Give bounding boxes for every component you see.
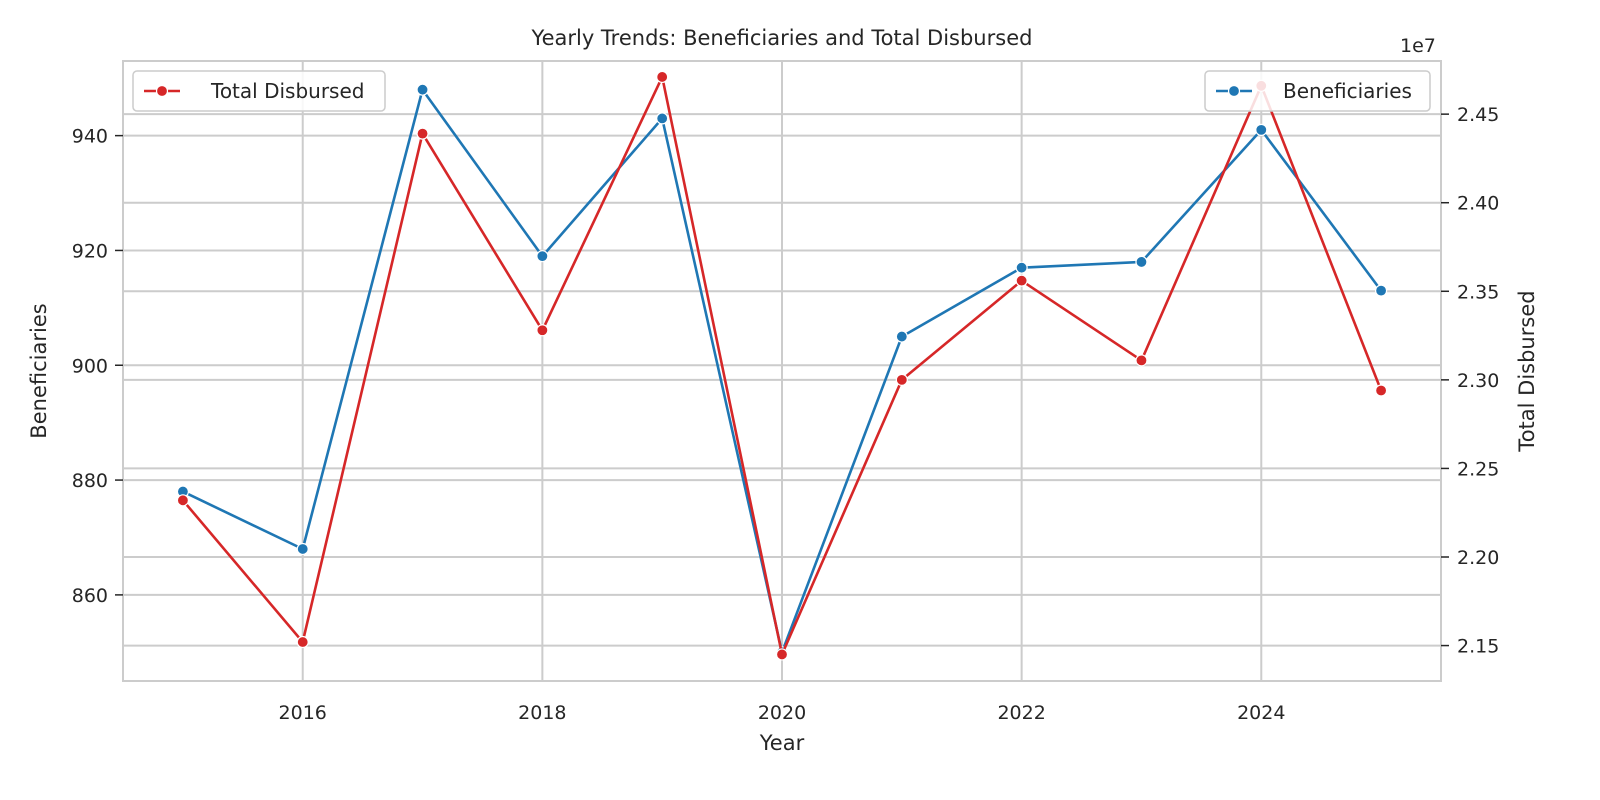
legend-box <box>132 70 386 112</box>
legend-total-disbursed: Total Disbursed <box>132 70 386 112</box>
legend-marker <box>155 84 169 98</box>
plot-frame <box>122 60 1442 682</box>
y-left-tick-label: 860 <box>72 585 108 607</box>
y-right-tick-label: 2.35 <box>1457 281 1499 303</box>
y-axis-right-label: Total Disbursed <box>1515 290 1539 452</box>
y-left-tick-label: 900 <box>72 355 108 377</box>
chart-title: Yearly Trends: Beneficiaries and Total D… <box>531 26 1033 50</box>
data-point-beneficiaries <box>1135 255 1148 269</box>
data-point-total-disbursed <box>895 373 908 386</box>
data-point-total-disbursed <box>536 324 549 337</box>
x-tick-label: 2020 <box>758 702 806 724</box>
data-point-beneficiaries <box>1015 261 1028 274</box>
data-point-total-disbursed <box>416 127 429 140</box>
series-layer <box>176 70 1388 661</box>
data-point-total-disbursed <box>1374 384 1388 397</box>
y-right-tick-label: 2.20 <box>1457 547 1499 569</box>
data-point-beneficiaries <box>1374 284 1388 297</box>
x-axis-label: Year <box>759 731 805 755</box>
y-right-tick-label: 2.25 <box>1457 458 1499 480</box>
right-axis-exponent: 1e7 <box>1400 35 1436 57</box>
y-right-tick-label: 2.40 <box>1457 193 1499 215</box>
legend-label: Total Disbursed <box>210 79 364 103</box>
data-point-total-disbursed <box>1135 354 1148 367</box>
legend-beneficiaries: Beneficiaries <box>1204 70 1431 112</box>
data-point-total-disbursed <box>775 648 789 661</box>
x-tick-label: 2022 <box>997 702 1045 724</box>
axes: 2016 2018 2020 2022 2024 860 880 900 920 940 2.15 2… <box>72 104 1500 724</box>
y-left-tick-label: 880 <box>72 470 108 492</box>
legend-label: Beneficiaries <box>1283 79 1412 103</box>
data-point-total-disbursed <box>176 494 190 507</box>
x-tick-label: 2024 <box>1237 702 1285 724</box>
data-point-beneficiaries <box>895 330 908 343</box>
data-point-beneficiaries <box>1255 123 1268 136</box>
legend-box <box>1204 70 1431 112</box>
data-point-total-disbursed <box>296 635 309 649</box>
y-right-tick-label: 2.30 <box>1457 370 1499 392</box>
y-left-tick-label: 940 <box>72 126 108 148</box>
data-point-beneficiaries <box>416 83 429 96</box>
legend-marker <box>1227 84 1241 98</box>
y-right-tick-label: 2.15 <box>1457 636 1499 658</box>
grid <box>123 61 1441 681</box>
data-point-total-disbursed <box>1015 274 1028 287</box>
data-point-beneficiaries <box>536 250 549 263</box>
data-point-beneficiaries <box>656 112 669 125</box>
x-tick-label: 2018 <box>518 702 566 724</box>
y-left-tick-label: 920 <box>72 240 108 262</box>
x-tick-label: 2016 <box>279 702 327 724</box>
data-point-total-disbursed <box>656 70 669 84</box>
y-axis-left-label: Beneficiaries <box>27 303 51 438</box>
y-right-tick-label: 2.45 <box>1457 104 1499 126</box>
data-point-beneficiaries <box>296 542 309 556</box>
